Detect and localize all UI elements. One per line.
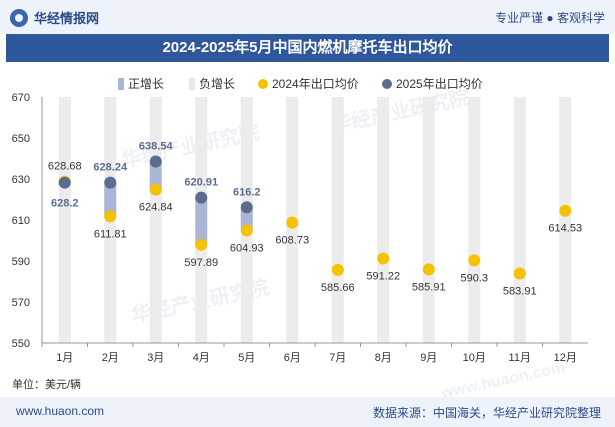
positive-change-bar	[240, 207, 253, 231]
column-band	[331, 97, 344, 343]
legend-2024-label: 2024年出口均价	[272, 77, 359, 91]
label-2024: 604.93	[230, 242, 264, 254]
y-axis-unit: 单位：美元/辆	[12, 379, 82, 391]
point-2025	[240, 201, 253, 214]
brand[interactable]: 华经情报网	[10, 8, 99, 27]
point-2024	[240, 224, 253, 237]
column-band	[513, 97, 526, 343]
legend-negative-label: 负增长	[199, 77, 235, 91]
positive-change-bar	[195, 197, 208, 245]
x-tick-label: 12月	[554, 352, 577, 364]
x-tick-label: 3月	[147, 352, 164, 364]
y-tick-label: 670	[12, 92, 30, 104]
point-2024	[286, 216, 299, 229]
data-source: 数据来源：中国海关，华经产业研究院整理	[372, 406, 601, 420]
label-2024: 608.73	[275, 235, 309, 247]
x-tick-label: 11月	[509, 352, 531, 364]
point-2024	[422, 263, 435, 276]
point-2025	[58, 176, 71, 189]
point-2024	[513, 267, 526, 280]
x-tick-label: 9月	[420, 352, 437, 364]
legend-positive-swatch	[118, 78, 124, 90]
legend-negative-swatch	[189, 78, 195, 90]
point-2024	[377, 252, 390, 265]
site-name: 华经情报网	[34, 11, 100, 26]
x-tick-label: 7月	[329, 352, 346, 364]
label-2024: 591.22	[366, 270, 400, 282]
x-tick-label: 4月	[193, 352, 210, 364]
label-2024: 614.53	[548, 223, 582, 235]
column-band	[422, 97, 435, 343]
label-2025: 616.2	[233, 186, 261, 198]
point-2025	[195, 191, 208, 204]
x-tick-label: 10月	[463, 352, 486, 364]
legend-2025-label: 2025年出口均价	[396, 77, 483, 91]
label-2024: 585.91	[412, 281, 446, 293]
top-bar: 华经情报网 专业严谨 ● 客观科学	[0, 0, 615, 34]
label-2025: 638.54	[139, 140, 174, 152]
label-2025: 628.2	[51, 198, 79, 210]
website-link[interactable]: www.huaon.com	[16, 404, 105, 418]
column-band	[149, 97, 162, 343]
label-2025: 628.24	[93, 162, 128, 174]
legend-positive-label: 正增长	[128, 77, 164, 91]
x-tick-label: 5月	[238, 352, 255, 364]
label-2024: 624.84	[139, 202, 173, 214]
point-2024	[559, 204, 572, 217]
x-tick-label: 2月	[102, 352, 119, 364]
y-tick-label: 630	[12, 174, 30, 186]
label-2024: 590.3	[460, 272, 488, 284]
column-band	[377, 97, 390, 343]
huajing-logo-icon	[10, 8, 28, 27]
label-2025: 620.91	[184, 177, 218, 189]
label-2024: 585.66	[321, 282, 355, 294]
y-tick-label: 550	[12, 338, 30, 350]
label-2024: 628.68	[48, 161, 82, 173]
legend-2024-swatch	[258, 79, 268, 89]
y-tick-label: 610	[12, 215, 30, 227]
point-2025	[104, 176, 117, 189]
footer: www.huaon.com 数据来源：中国海关，华经产业研究院整理	[0, 397, 615, 427]
x-tick-label: 8月	[375, 352, 392, 364]
label-2024: 597.89	[184, 257, 218, 269]
point-2024	[468, 254, 481, 267]
point-2024	[195, 238, 208, 251]
column-band	[559, 97, 572, 343]
chart-title: 2024-2025年5月中国内燃机摩托车出口均价	[6, 34, 609, 62]
positive-change-bar	[104, 182, 117, 217]
column-band	[58, 97, 71, 343]
positive-change-bar	[149, 161, 162, 190]
y-tick-label: 570	[12, 297, 30, 309]
y-tick-label: 650	[12, 133, 30, 145]
x-tick-label: 1月	[56, 352, 73, 364]
column-band	[468, 97, 481, 343]
y-tick-label: 590	[12, 256, 30, 268]
point-2024	[104, 210, 117, 223]
point-2024	[149, 183, 162, 196]
legend-2025-swatch	[382, 79, 392, 89]
point-2024	[331, 263, 344, 276]
slogan: 专业严谨 ● 客观科学	[495, 11, 605, 25]
x-tick-label: 6月	[284, 352, 301, 364]
label-2024: 583.91	[503, 285, 537, 297]
point-2025	[149, 155, 162, 168]
label-2024: 611.81	[94, 228, 127, 240]
